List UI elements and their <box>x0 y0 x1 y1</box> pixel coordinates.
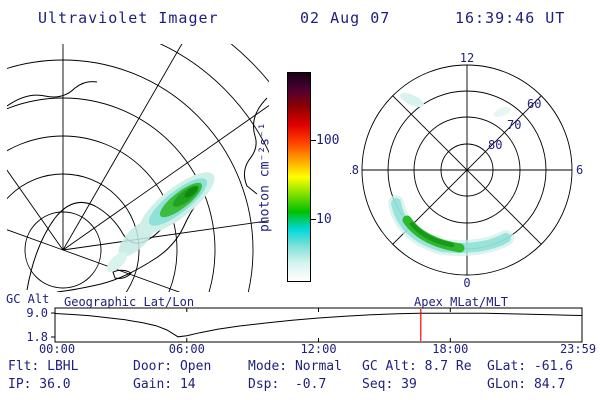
colorbar-label: photon cm⁻²s⁻¹ <box>257 122 273 232</box>
geographic-map-panel <box>7 44 269 292</box>
xtick-1200: 12:00 <box>300 342 336 356</box>
gc-alt-curve <box>54 312 582 338</box>
colorbar-tick-10: 10 <box>316 212 332 227</box>
xtick-0000: 00:00 <box>39 342 75 356</box>
geo-panel-title: Geographic Lat/Lon <box>64 295 194 309</box>
app-title: Ultraviolet Imager <box>38 9 219 27</box>
status-flt: Flt: LBHL <box>8 359 79 374</box>
status-seq: Seq: 39 <box>362 377 417 392</box>
status-mode: Mode: Normal <box>248 359 342 374</box>
mlat-label-70: 70 <box>507 118 521 132</box>
xtick-0600: 06:00 <box>169 342 205 356</box>
aurora-emission-apex <box>388 195 514 256</box>
colorbar-tickmark <box>311 219 316 220</box>
header-date: 02 Aug 07 <box>300 9 391 27</box>
map-graticule <box>7 44 269 292</box>
coastlines <box>7 81 268 292</box>
mlt-label-0: 0 <box>463 276 470 290</box>
ytick-label-1-8: 1.8 <box>26 330 48 344</box>
gc-alt-strip-chart: Geographic Lat/Lon Apex MLat/MLT GC Alt … <box>6 292 596 356</box>
apex-polar-panel: 12 18 6 0 80 70 60 <box>350 51 583 290</box>
status-door: Door: Open <box>133 359 212 374</box>
aurora-faint-patch <box>493 107 511 117</box>
status-ip: IP: 36.0 <box>8 377 71 392</box>
aurora-faint-patch <box>400 92 424 108</box>
colorbar-tick-100: 100 <box>316 133 340 148</box>
mlt-label-6: 6 <box>576 163 583 177</box>
status-dsp: Dsp: -0.7 <box>248 377 327 392</box>
colorbar-tickmark <box>311 140 316 141</box>
strip-ticks <box>51 308 451 342</box>
mlt-label-18: 18 <box>350 163 359 177</box>
ytick-label-9: 9.0 <box>26 306 48 320</box>
strip-frame <box>54 307 583 343</box>
status-glon: GLon: 84.7 <box>487 377 566 392</box>
header-time: 16:39:46 UT <box>455 9 566 27</box>
xtick-1800: 18:00 <box>432 342 468 356</box>
mlat-label-80: 80 <box>488 138 502 152</box>
gc-alt-ylabel: GC Alt <box>6 292 49 306</box>
polar-labels: 12 18 6 0 80 70 60 <box>350 51 583 290</box>
status-gc-alt: GC Alt: 8.7 Re <box>362 359 472 374</box>
apex-panel-title: Apex MLat/MLT <box>414 295 508 309</box>
aurora-emission-geo <box>106 172 215 273</box>
colorbar <box>287 72 311 282</box>
xtick-2359: 23:59 <box>560 342 596 356</box>
status-gain: Gain: 14 <box>133 377 196 392</box>
mlat-label-60: 60 <box>527 97 541 111</box>
mlt-label-12: 12 <box>460 51 474 65</box>
status-glat: GLat: -61.6 <box>487 359 574 374</box>
